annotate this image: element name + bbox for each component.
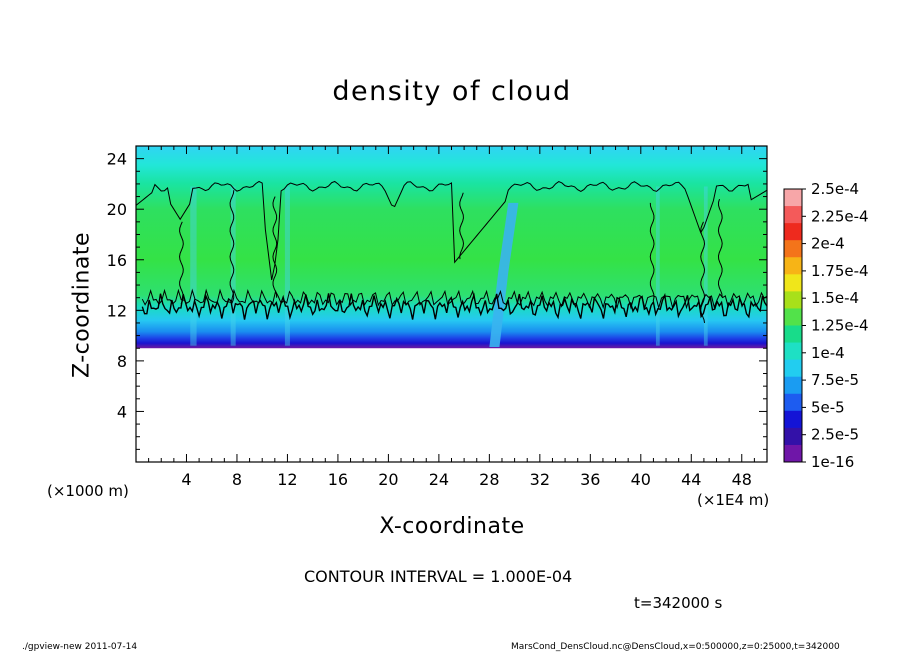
x-axis-label: X-coordinate [379, 514, 525, 539]
x-tick-label: 36 [580, 470, 600, 489]
x-tick-label: 24 [429, 470, 449, 489]
contour-drop-4 [459, 192, 464, 260]
y-tick-label: 12 [107, 301, 127, 320]
colorbar-label: 2.25e-4 [811, 207, 869, 225]
cloud-streak-5 [703, 186, 708, 346]
colorbar-swatch [784, 189, 802, 207]
footer-left: ./gpview-new 2011-07-14 [22, 642, 138, 652]
x-tick-label: 4 [181, 470, 191, 489]
x-tick-label: 48 [732, 470, 752, 489]
x-tick-label: 44 [681, 470, 701, 489]
contour-drop-7 [717, 198, 723, 298]
cloud-gap-streak [489, 202, 519, 347]
contour-drop-3 [272, 196, 278, 298]
contour-interval-label: CONTOUR INTERVAL = 1.000E-04 [304, 567, 573, 586]
colorbar-label: 1e-16 [811, 453, 854, 471]
contour-bottom-band-2 [141, 288, 768, 310]
x-tick-label: 32 [530, 470, 550, 489]
y-unit-note: (×1000 m) [47, 482, 129, 500]
colorbar-swatch [784, 444, 802, 463]
colorbar-label: 1.5e-4 [811, 289, 859, 307]
contour-bottom-band [141, 292, 768, 321]
time-label: t=342000 s [634, 594, 723, 612]
y-tick-label: 8 [117, 352, 127, 371]
colorbar-swatch [784, 342, 802, 361]
x-tick-label: 40 [631, 470, 651, 489]
colorbar-label: 1e-4 [811, 344, 845, 362]
cloud-streak-1 [190, 186, 197, 346]
x-tick-label: 28 [479, 470, 499, 489]
colorbar-swatch [784, 223, 802, 241]
colorbar-swatch [784, 257, 802, 275]
colorbar-swatch [784, 206, 802, 224]
cloud-streak-4 [655, 186, 660, 346]
colorbar-swatch [784, 308, 802, 326]
x-tick-label: 12 [277, 470, 297, 489]
colorbar-swatch [784, 410, 802, 429]
colorbar-label: 2.5e-4 [811, 180, 859, 198]
contour-drop-5 [649, 202, 655, 301]
y-tick-label: 16 [107, 251, 127, 270]
colorbar-swatch [784, 325, 802, 344]
contour-top [135, 180, 768, 281]
colorbar-label: 1.75e-4 [811, 262, 869, 280]
contour-drop-1 [179, 221, 184, 305]
x-tick-label: 16 [328, 470, 348, 489]
colorbar-label: 7.5e-5 [811, 371, 859, 389]
colorbar-label: 5e-5 [811, 398, 845, 416]
colorbar-swatch [784, 359, 802, 378]
colorbar-swatch [784, 376, 802, 395]
cloud-streak-3 [284, 186, 290, 346]
x-tick-label: 20 [378, 470, 398, 489]
x-tick-label: 8 [232, 470, 242, 489]
colorbar-swatch [784, 274, 802, 292]
colorbar-swatch [784, 291, 802, 309]
colorbar-label: 1.25e-4 [811, 317, 869, 335]
y-tick-label: 24 [107, 150, 127, 169]
footer-right: MarsCond_DensCloud.nc@DensCloud,x=0:5000… [511, 642, 840, 652]
colorbar-swatch [784, 240, 802, 258]
colorbar-swatch [784, 427, 802, 446]
x-unit-note: (×1E4 m) [697, 491, 770, 509]
chart-title: density of cloud [332, 76, 572, 107]
cloud-field [136, 146, 767, 349]
y-tick-label: 20 [107, 200, 127, 219]
colorbar-label: 2e-4 [811, 235, 845, 253]
colorbar-label: 2.5e-5 [811, 426, 859, 444]
y-tick-label: 4 [117, 402, 127, 421]
colorbar-swatch [784, 393, 802, 412]
contour-drop-2 [229, 190, 235, 305]
contour-drop-6 [700, 221, 706, 324]
